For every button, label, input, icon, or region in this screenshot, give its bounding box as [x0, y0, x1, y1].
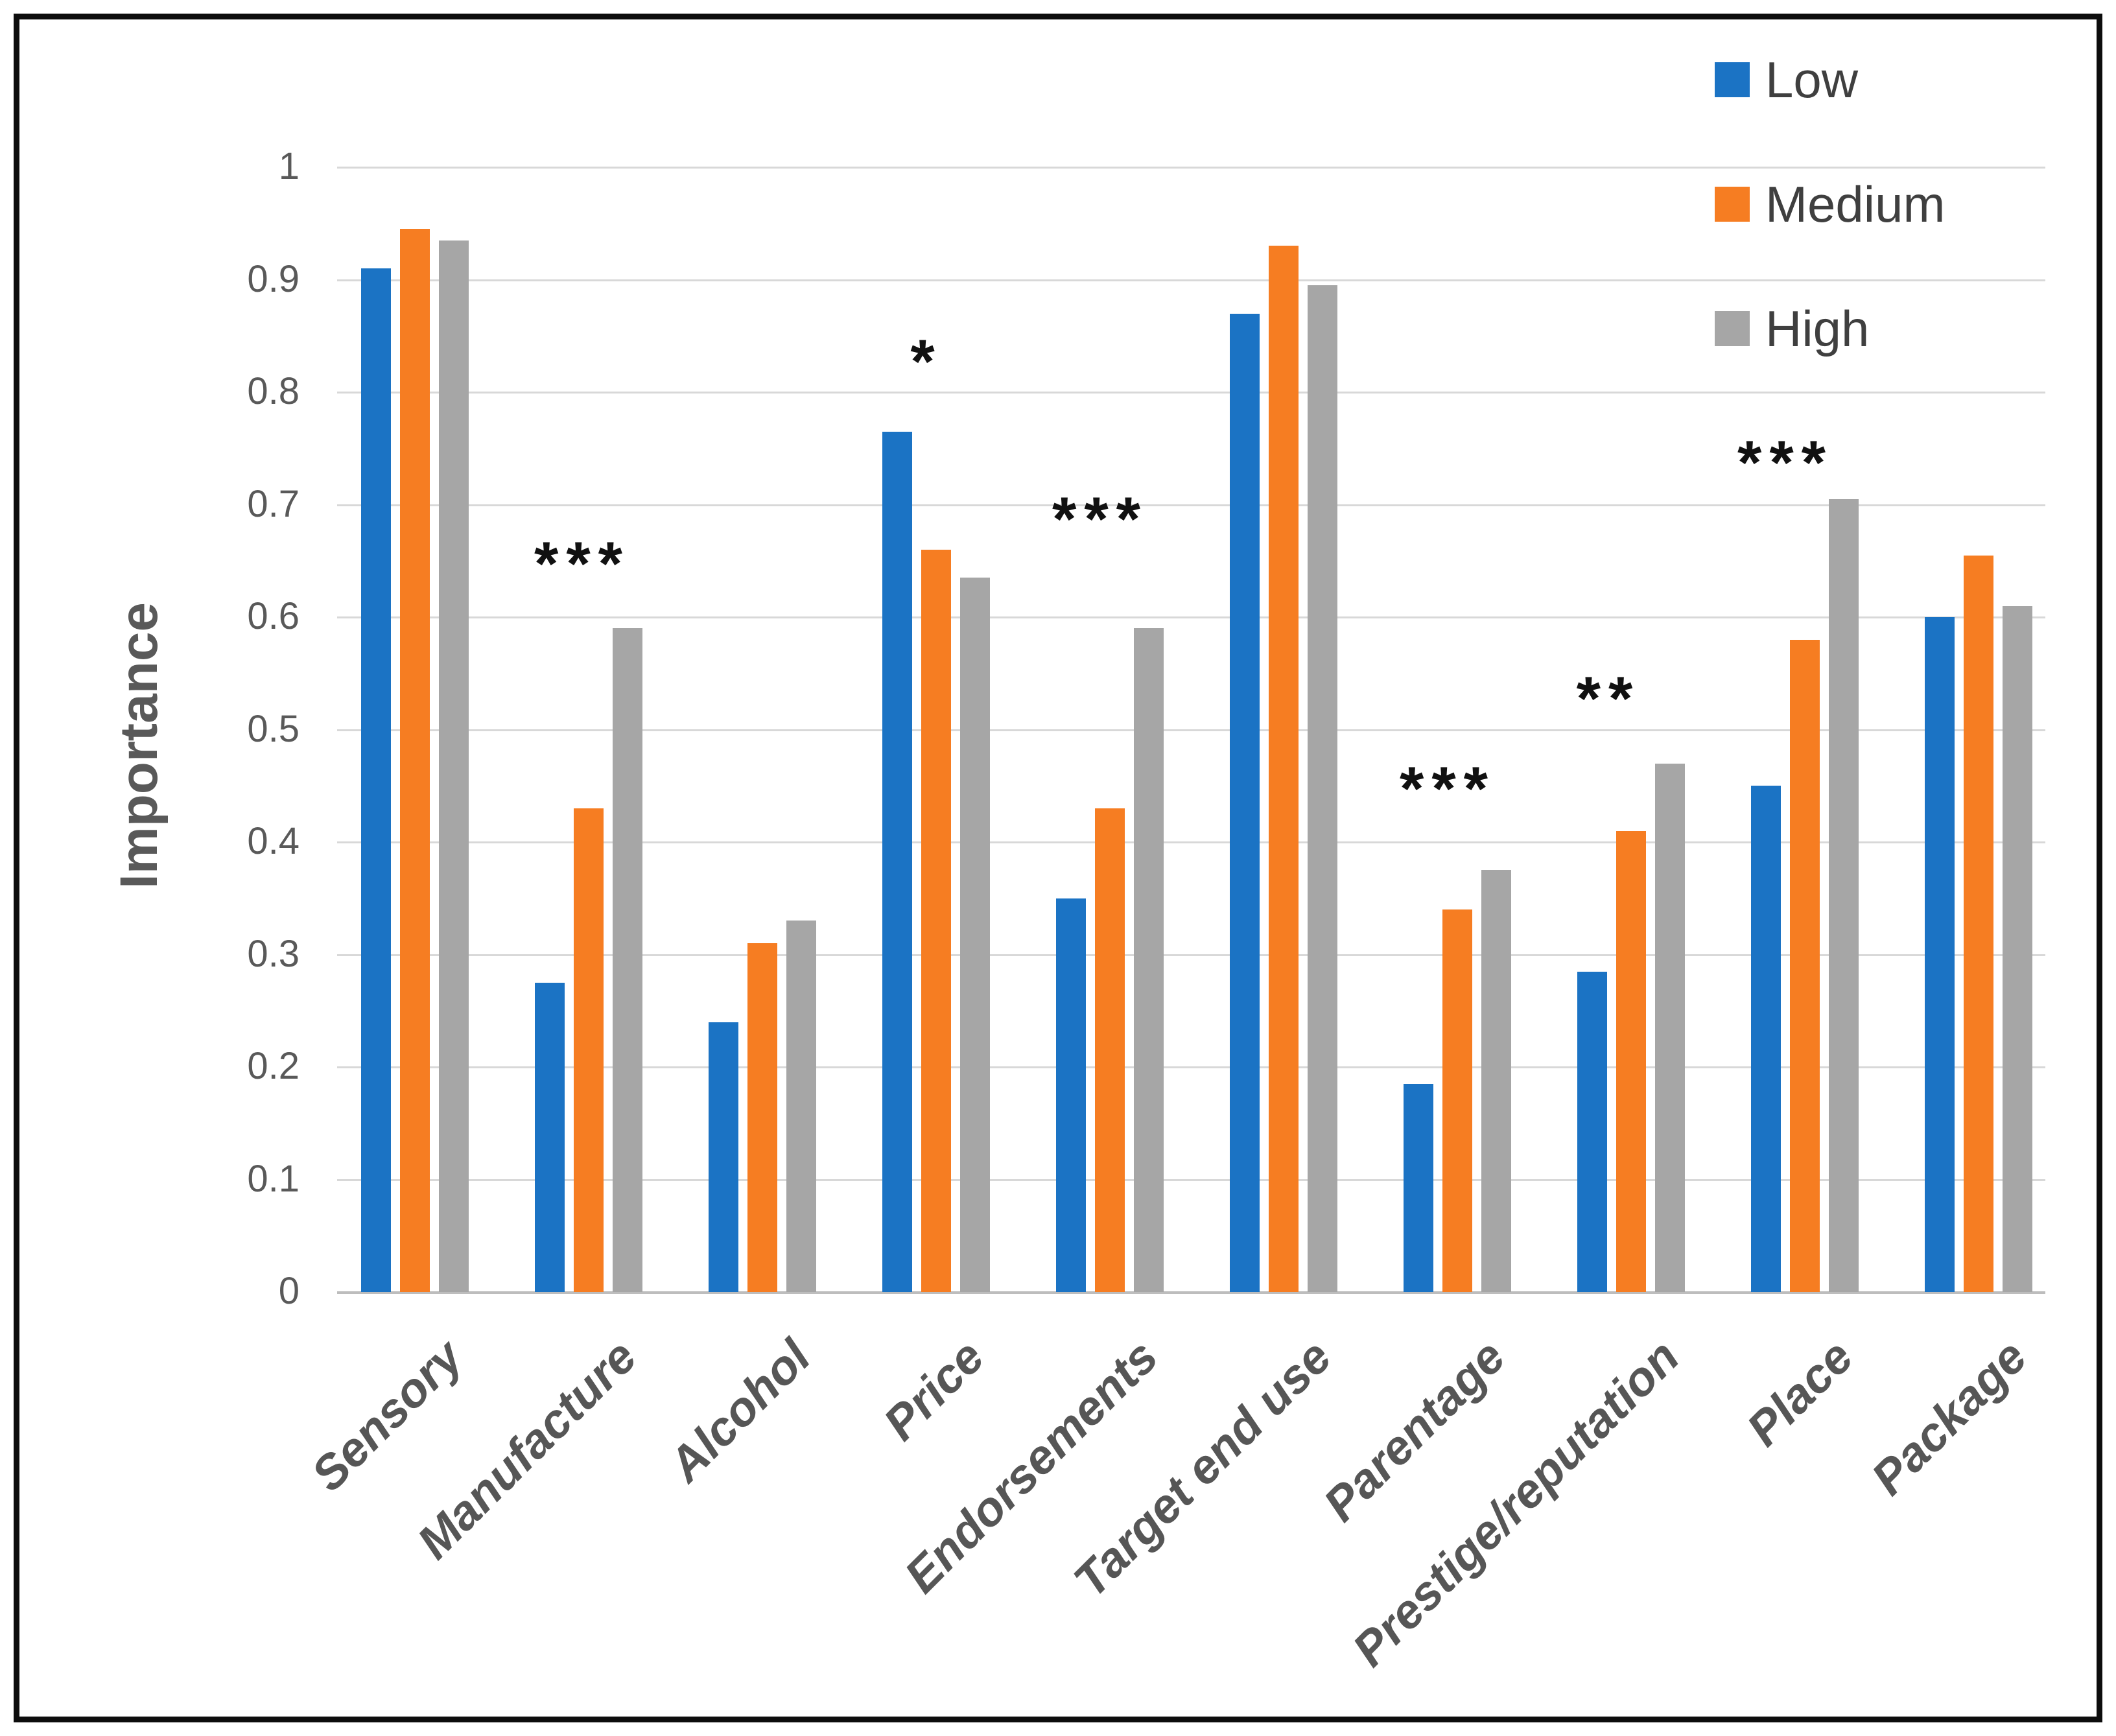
bar-medium: [921, 550, 951, 1292]
gridline: [337, 1179, 2045, 1181]
bar-low: [882, 432, 912, 1292]
gridline: [337, 729, 2045, 731]
legend-swatch-icon: [1715, 311, 1750, 346]
bar-high: [786, 921, 816, 1292]
bar-high: [1829, 499, 1859, 1292]
bar-low: [1230, 314, 1260, 1292]
y-tick-label: 0.6: [247, 595, 300, 638]
bar-medium: [1964, 556, 1993, 1292]
bar-medium: [574, 808, 604, 1292]
bar-medium: [1269, 246, 1299, 1292]
gridline: [337, 954, 2045, 956]
bar-low: [1925, 617, 1955, 1292]
gridline: [337, 167, 2045, 169]
legend-label: High: [1765, 300, 1870, 357]
y-tick-label: 0.3: [247, 932, 300, 975]
significance-marker: ***: [1737, 428, 1834, 498]
legend-item-low: Low: [1715, 54, 1945, 105]
significance-marker: ***: [1052, 484, 1149, 554]
gridline: [337, 616, 2045, 618]
gridline: [337, 841, 2045, 843]
bar-medium: [1095, 808, 1125, 1292]
bar-medium: [1790, 640, 1820, 1292]
legend-item-medium: Medium: [1715, 179, 1945, 229]
legend-swatch-icon: [1715, 62, 1750, 97]
y-tick-label: 0.1: [247, 1157, 300, 1200]
y-tick-label: 0.7: [247, 482, 300, 525]
bar-medium: [1616, 831, 1646, 1292]
bar-medium: [747, 943, 777, 1292]
legend: Low Medium High: [1715, 54, 1945, 436]
y-tick-label: 0.8: [247, 370, 300, 413]
bar-low: [1056, 898, 1086, 1292]
bar-low: [709, 1022, 738, 1292]
gridline: [337, 504, 2045, 506]
bar-high: [1655, 764, 1685, 1292]
y-tick-label: 0.5: [247, 707, 300, 750]
gridline: [337, 279, 2045, 281]
bar-high: [613, 628, 642, 1292]
gridline: [337, 1066, 2045, 1068]
y-tick-label: 0.9: [247, 257, 300, 300]
bar-low: [1751, 786, 1781, 1292]
bar-medium: [400, 229, 430, 1292]
bar-high: [1481, 870, 1511, 1292]
x-axis-line: [337, 1291, 2045, 1294]
bar-low: [535, 983, 565, 1292]
y-axis-title: Importance: [110, 602, 169, 889]
significance-marker: ***: [1399, 754, 1496, 824]
significance-marker: **: [1576, 664, 1641, 734]
bar-high: [1308, 285, 1337, 1292]
legend-swatch-icon: [1715, 187, 1750, 222]
bar-high: [439, 240, 469, 1292]
figure-border-frame: [14, 14, 2102, 1722]
legend-item-high: High: [1715, 303, 1945, 354]
significance-marker: ***: [534, 529, 631, 599]
bar-high: [960, 578, 990, 1292]
y-tick-label: 0.2: [247, 1045, 300, 1088]
bar-low: [361, 268, 391, 1292]
y-tick-label: 1: [278, 145, 300, 188]
significance-marker: *: [910, 327, 943, 397]
bar-high: [1134, 628, 1164, 1292]
y-tick-label: 0: [278, 1270, 300, 1313]
y-tick-label: 0.4: [247, 820, 300, 863]
bar-medium: [1442, 909, 1472, 1292]
bar-low: [1577, 972, 1607, 1292]
bar-high: [2003, 606, 2032, 1292]
gridline: [337, 392, 2045, 393]
bar-low: [1404, 1084, 1433, 1292]
legend-label: Medium: [1765, 176, 1946, 233]
legend-label: Low: [1765, 51, 1859, 108]
